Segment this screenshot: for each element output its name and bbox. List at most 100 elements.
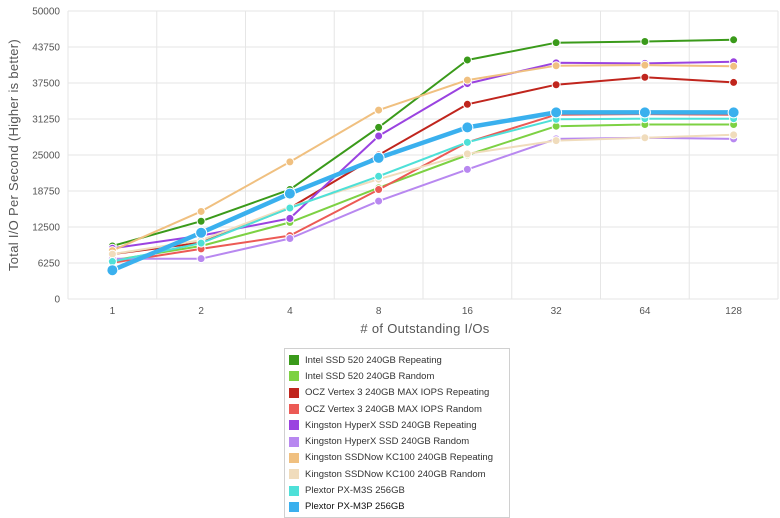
- data-point[interactable]: [462, 99, 472, 109]
- series-line: [112, 133, 734, 256]
- legend-swatch: [289, 371, 299, 382]
- y-tick-label: 6250: [38, 259, 61, 270]
- data-point[interactable]: [729, 35, 739, 45]
- legend-swatch: [289, 387, 299, 398]
- data-point[interactable]: [285, 203, 295, 213]
- legend-item[interactable]: OCZ Vertex 3 240GB MAX IOPS Repeating: [289, 385, 505, 401]
- data-point[interactable]: [374, 171, 384, 181]
- legend-item[interactable]: Kingston SSDNow KC100 240GB Repeating: [289, 450, 505, 466]
- y-axis-title: Total I/O Per Second (Higher is better): [6, 39, 21, 271]
- legend-swatch: [289, 501, 299, 512]
- line-chart: 0 6250 12500 18750 25000 31250 37500 43750 50000…: [6, 7, 779, 336]
- series-line: [112, 38, 734, 247]
- data-point[interactable]: [462, 137, 472, 147]
- legend-label: OCZ Vertex 3 240GB MAX IOPS Repeating: [305, 387, 490, 399]
- data-point[interactable]: [374, 131, 384, 141]
- data-point[interactable]: [729, 61, 739, 71]
- data-point[interactable]: [374, 196, 384, 206]
- y-tick-label: 12500: [32, 223, 60, 234]
- data-point[interactable]: [461, 121, 474, 134]
- legend-label: Kingston HyperX SSD 240GB Random: [305, 436, 470, 448]
- data-point[interactable]: [462, 149, 472, 159]
- data-point[interactable]: [196, 238, 206, 248]
- x-axis-ticks: 1 2 4 8 16 32 64 128: [110, 306, 743, 317]
- series-8: [107, 114, 739, 267]
- legend-item[interactable]: Intel SSD 520 240GB Random: [289, 368, 505, 384]
- y-axis-ticks: 0 6250 12500 18750 25000 31250 37500 43750 50000: [32, 7, 60, 306]
- data-point[interactable]: [551, 136, 561, 146]
- legend-label: Kingston SSDNow KC100 240GB Repeating: [305, 452, 494, 464]
- data-point[interactable]: [551, 61, 561, 71]
- y-tick-label: 50000: [32, 7, 60, 18]
- legend-label: Plextor PX-M3P 256GB: [305, 501, 405, 513]
- data-point[interactable]: [283, 187, 296, 200]
- legend-item[interactable]: Intel SSD 520 240GB Repeating: [289, 352, 505, 368]
- x-tick-label: 4: [287, 306, 293, 317]
- x-tick-label: 8: [376, 306, 382, 317]
- data-point[interactable]: [462, 164, 472, 174]
- y-tick-label: 0: [54, 295, 60, 306]
- series-0: [107, 35, 739, 251]
- x-axis-title: # of Outstanding I/Os: [360, 321, 489, 336]
- x-tick-label: 2: [198, 306, 204, 317]
- legend-label: Kingston HyperX SSD 240GB Repeating: [305, 419, 477, 431]
- data-point[interactable]: [727, 106, 740, 119]
- data-point[interactable]: [550, 106, 563, 119]
- data-point[interactable]: [640, 72, 650, 82]
- data-point[interactable]: [638, 106, 651, 119]
- data-point[interactable]: [551, 80, 561, 90]
- legend-item[interactable]: Kingston HyperX SSD 240GB Repeating: [289, 417, 505, 433]
- data-point[interactable]: [729, 130, 739, 140]
- legend-swatch: [289, 420, 299, 431]
- data-point[interactable]: [107, 249, 117, 259]
- data-point[interactable]: [106, 264, 119, 277]
- x-tick-label: 32: [551, 306, 563, 317]
- data-point[interactable]: [640, 37, 650, 47]
- legend-item[interactable]: Plextor PX-M3P 256GB: [289, 499, 505, 515]
- y-tick-label: 37500: [32, 79, 60, 90]
- data-point[interactable]: [285, 157, 295, 167]
- data-point[interactable]: [640, 133, 650, 143]
- data-point[interactable]: [374, 105, 384, 115]
- data-point[interactable]: [285, 234, 295, 244]
- data-point[interactable]: [196, 216, 206, 226]
- legend-label: Intel SSD 520 240GB Random: [305, 370, 435, 382]
- data-point[interactable]: [196, 254, 206, 264]
- data-point[interactable]: [729, 77, 739, 87]
- x-tick-label: 64: [639, 306, 651, 317]
- series-line: [112, 123, 734, 262]
- legend-item[interactable]: Kingston HyperX SSD 240GB Random: [289, 433, 505, 449]
- legend-label: Intel SSD 520 240GB Repeating: [305, 354, 442, 366]
- series-line: [111, 64, 734, 252]
- legend-swatch: [289, 436, 299, 447]
- data-point[interactable]: [196, 206, 206, 216]
- data-point[interactable]: [551, 38, 561, 48]
- series-9: [106, 106, 740, 277]
- data-point[interactable]: [195, 226, 208, 239]
- data-point[interactable]: [462, 75, 472, 85]
- data-point[interactable]: [372, 151, 385, 164]
- data-point[interactable]: [374, 122, 384, 132]
- legend-item[interactable]: Kingston SSDNow KC100 240GB Random: [289, 466, 505, 482]
- data-point[interactable]: [640, 60, 650, 70]
- series-line: [112, 117, 734, 263]
- legend-label: OCZ Vertex 3 240GB MAX IOPS Random: [305, 403, 482, 415]
- data-point[interactable]: [462, 55, 472, 65]
- legend-swatch: [289, 485, 299, 496]
- series-line: [111, 110, 734, 273]
- y-tick-label: 43750: [32, 43, 60, 54]
- legend-item[interactable]: OCZ Vertex 3 240GB MAX IOPS Random: [289, 401, 505, 417]
- legend: Intel SSD 520 240GB Repeating Intel SSD 5…: [284, 348, 510, 518]
- legend-swatch: [289, 469, 299, 480]
- legend-label: Kingston SSDNow KC100 240GB Random: [305, 468, 486, 480]
- y-tick-label: 31250: [32, 115, 60, 126]
- grid-lines: [67, 10, 779, 300]
- legend-label: Plextor PX-M3S 256GB: [305, 485, 405, 497]
- legend-item[interactable]: Plextor PX-M3S 256GB: [289, 482, 505, 498]
- x-tick-label: 128: [725, 306, 742, 317]
- series-line: [112, 60, 734, 250]
- legend-swatch: [289, 355, 299, 366]
- data-point[interactable]: [285, 213, 295, 223]
- y-tick-label: 18750: [32, 187, 60, 198]
- data-point[interactable]: [374, 185, 384, 195]
